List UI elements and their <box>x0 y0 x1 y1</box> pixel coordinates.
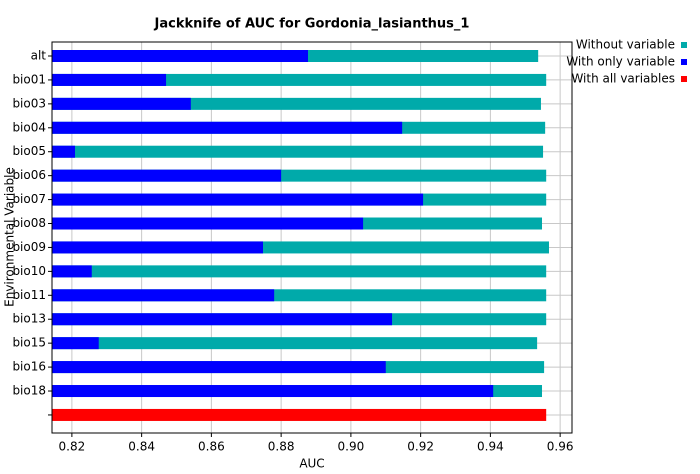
bar <box>52 97 191 110</box>
bar <box>52 313 393 326</box>
x-tick-label: 0.86 <box>198 440 225 454</box>
bar <box>52 361 386 374</box>
bar <box>52 121 403 134</box>
plot-frame <box>51 41 573 434</box>
y-tick-label: bio10 <box>12 264 46 278</box>
bar <box>52 385 494 398</box>
chart-title: Jackknife of AUC for Gordonia_lasianthus… <box>154 17 470 32</box>
bar <box>52 73 167 86</box>
y-tick-label: alt <box>31 49 47 63</box>
bar <box>52 337 99 350</box>
y-tick-label: bio11 <box>12 288 46 302</box>
bar <box>52 50 308 62</box>
bar <box>52 145 544 158</box>
y-tick-label: bio09 <box>12 240 46 254</box>
x-tick-label: 0.82 <box>59 440 86 454</box>
y-tick-label: bio07 <box>12 192 46 206</box>
x-axis-label: AUC <box>299 457 324 471</box>
bar <box>52 337 538 350</box>
bar <box>52 408 547 421</box>
legend-swatch <box>681 76 687 82</box>
y-tick-label: bio16 <box>12 360 46 374</box>
x-tick-label: 0.84 <box>128 440 155 454</box>
y-axis-label: Environmental Variable <box>3 167 17 307</box>
y-tick-label: bio13 <box>12 312 46 326</box>
y-tick-label: bio03 <box>12 96 46 110</box>
legend-label: With all variables <box>571 72 675 86</box>
legend-swatch <box>681 42 687 48</box>
bar <box>52 193 424 206</box>
bar <box>52 217 364 230</box>
bar <box>52 265 92 278</box>
x-tick-label: 0.96 <box>547 440 574 454</box>
x-tick-label: 0.88 <box>268 440 295 454</box>
y-tick-label: bio08 <box>12 216 46 230</box>
x-tick-label: 0.94 <box>477 440 504 454</box>
x-tick-label: 0.92 <box>407 440 434 454</box>
legend-swatch <box>681 59 687 65</box>
legend-label: Without variable <box>576 38 675 52</box>
y-tick-label: bio04 <box>12 120 46 134</box>
y-tick-label: bio06 <box>12 168 46 182</box>
y-tick-label: bio15 <box>12 336 46 350</box>
x-tick-label: 0.90 <box>338 440 365 454</box>
y-tick-label: bio05 <box>12 144 46 158</box>
bar <box>52 289 275 302</box>
y-tick-label: bio18 <box>12 384 46 398</box>
bar <box>52 169 282 182</box>
legend-label: With only variable <box>566 55 675 69</box>
bar <box>52 73 547 86</box>
y-tick-label: bio01 <box>12 72 46 86</box>
bar <box>52 265 547 278</box>
bar <box>52 241 263 254</box>
bar <box>52 145 76 158</box>
